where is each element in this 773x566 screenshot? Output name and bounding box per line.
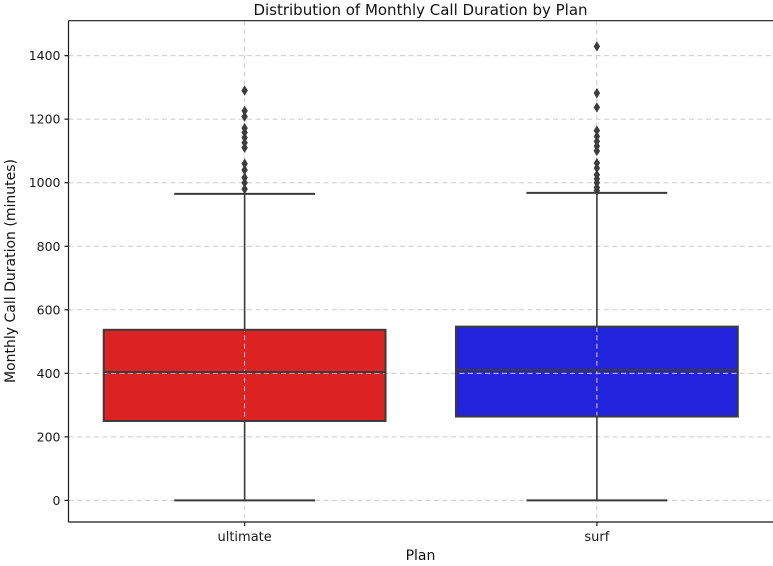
outlier-marker-ultimate xyxy=(241,183,248,195)
ytick-label-800: 800 xyxy=(37,239,61,254)
outlier-marker-surf xyxy=(593,41,601,52)
xtick-label-ultimate: ultimate xyxy=(217,530,271,545)
ytick-label-1200: 1200 xyxy=(29,112,61,127)
outlier-marker-ultimate xyxy=(241,85,248,96)
outlier-marker-ultimate xyxy=(241,177,248,188)
outlier-marker-surf xyxy=(593,145,601,157)
ytick-label-1000: 1000 xyxy=(29,175,61,190)
outlier-marker-surf xyxy=(593,102,601,113)
outlier-marker-ultimate xyxy=(241,164,248,176)
ytick-label-400: 400 xyxy=(37,366,61,381)
ytick-label-600: 600 xyxy=(37,302,61,317)
outlier-marker-surf xyxy=(593,125,601,136)
outlier-marker-surf xyxy=(593,185,601,196)
box-outline-ultimate xyxy=(102,328,387,422)
x-axis-label: Plan xyxy=(405,548,436,564)
outlier-marker-ultimate xyxy=(241,158,248,169)
outlier-marker-ultimate xyxy=(241,142,248,153)
outlier-marker-ultimate xyxy=(241,105,248,117)
chart-title: Distribution of Monthly Call Duration by… xyxy=(253,1,588,19)
outlier-marker-surf xyxy=(593,87,601,99)
outlier-marker-surf xyxy=(593,162,601,174)
ytick-label-0: 0 xyxy=(53,493,61,508)
ytick-label-1400: 1400 xyxy=(29,48,61,63)
xtick-label-surf: surf xyxy=(584,530,609,545)
box-outline-surf xyxy=(454,325,739,418)
outlier-marker-ultimate xyxy=(241,111,248,122)
ytick-label-200: 200 xyxy=(37,429,61,444)
